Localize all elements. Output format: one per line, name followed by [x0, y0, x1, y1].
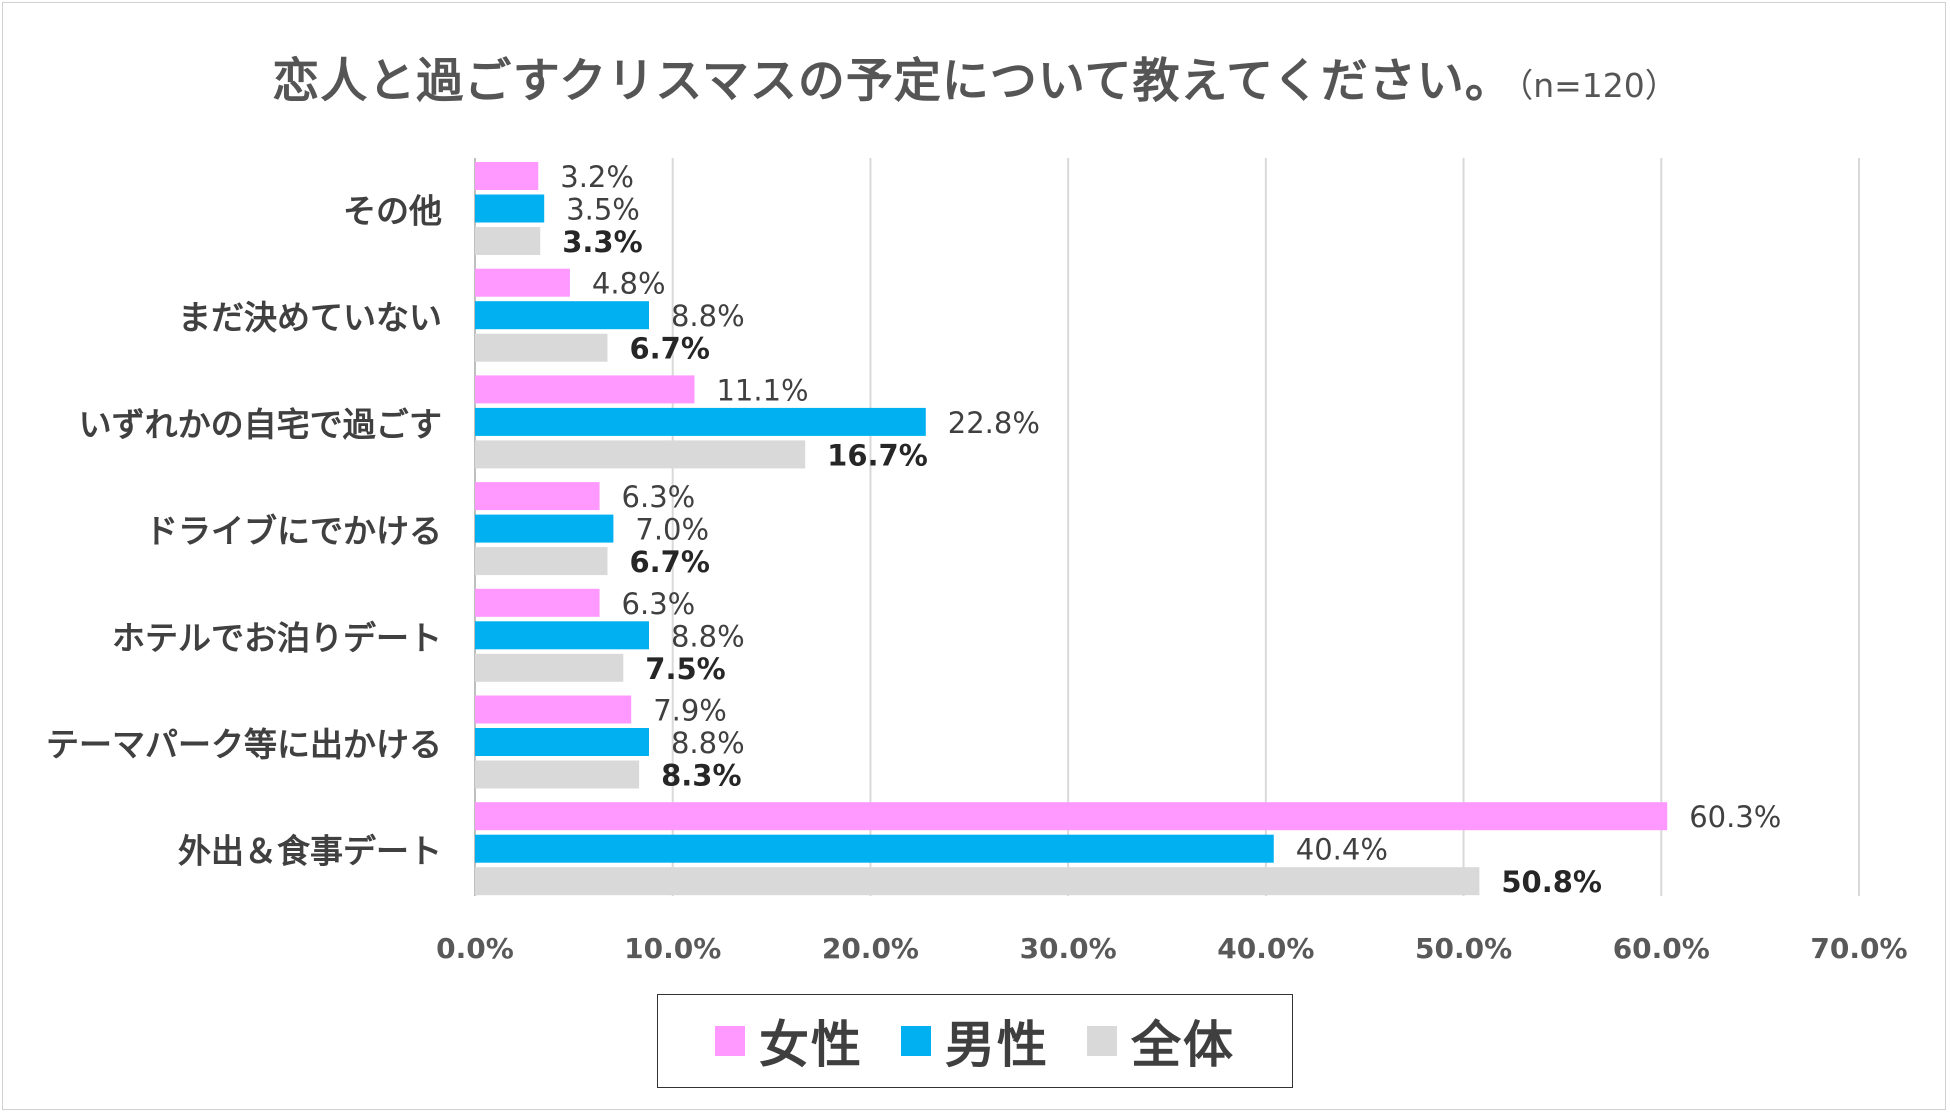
data-label: 40.4%	[1296, 833, 1388, 867]
bar	[475, 440, 806, 469]
data-label: 6.7%	[629, 332, 709, 366]
bar	[475, 194, 545, 223]
x-tick-label: 50.0%	[1415, 932, 1512, 965]
x-tick-label: 60.0%	[1613, 932, 1710, 965]
bar-chart: 0.0% 10.0% 20.0% 30.0% 40.0% 50.0% 60.0% 70.0% そ…	[46, 158, 1908, 965]
bar	[475, 407, 926, 436]
category-label: 外出＆食事デート	[178, 832, 442, 871]
x-tick-label: 0.0%	[436, 932, 514, 965]
legend-swatch-total	[1087, 1026, 1117, 1056]
bar	[475, 802, 1668, 831]
x-tick-label: 70.0%	[1810, 932, 1907, 965]
data-label: 8.8%	[671, 299, 745, 333]
category-label: まだ決めていない	[178, 298, 442, 337]
bar	[475, 760, 640, 789]
bar	[475, 227, 541, 255]
data-label: 60.3%	[1689, 800, 1781, 834]
category-label: いずれかの自宅で過ごす	[79, 405, 442, 444]
bar	[475, 867, 1480, 896]
x-tick-label: 30.0%	[1020, 932, 1117, 965]
category-label: ドライブにでかける	[145, 512, 442, 551]
chart-title-sample-size: （n=120）	[1516, 66, 1678, 105]
data-label: 3.5%	[566, 193, 640, 227]
legend-swatch-male	[901, 1026, 931, 1056]
legend-item-female: 女性	[715, 1005, 863, 1077]
bar	[475, 375, 695, 404]
bar	[475, 834, 1274, 863]
data-label: 6.7%	[629, 545, 709, 579]
data-label: 4.8%	[592, 267, 666, 301]
bar	[475, 588, 600, 617]
category-label: その他	[343, 192, 442, 231]
legend-label-male: 男性	[945, 1016, 1049, 1074]
legend-item-male: 男性	[901, 1005, 1049, 1077]
data-label: 8.3%	[661, 759, 741, 793]
legend-item-total: 全体	[1087, 1005, 1235, 1077]
x-tick-label: 40.0%	[1217, 932, 1314, 965]
bar	[475, 514, 614, 543]
bar	[475, 547, 608, 576]
bar	[475, 482, 600, 511]
category-label: ホテルでお泊りデート	[112, 618, 442, 657]
data-label: 7.5%	[645, 652, 725, 686]
data-label: 8.8%	[671, 619, 745, 653]
category-label: テーマパーク等に出かける	[46, 725, 442, 764]
bar	[475, 728, 649, 756]
data-label: 8.8%	[671, 726, 745, 760]
data-label: 6.3%	[622, 480, 696, 514]
chart-title: 恋人と過ごすクリスマスの予定について教えてください。 （n=120）	[0, 42, 1950, 111]
bar	[475, 162, 539, 190]
data-label: 11.1%	[716, 373, 808, 407]
data-label: 6.3%	[622, 587, 696, 621]
x-tick-label: 20.0%	[822, 932, 919, 965]
bar	[475, 653, 624, 682]
data-label: 3.2%	[560, 160, 634, 194]
data-label: 7.9%	[653, 694, 727, 728]
chart-title-main: 恋人と過ごすクリスマスの予定について教えてください。	[272, 54, 1513, 109]
legend-label-total: 全体	[1131, 1016, 1235, 1074]
legend-swatch-female	[715, 1026, 745, 1056]
chart-legend: 女性 男性 全体	[657, 994, 1293, 1088]
x-tick-label: 10.0%	[624, 932, 721, 965]
bar	[475, 333, 608, 362]
data-label: 16.7%	[827, 438, 928, 472]
data-label: 50.8%	[1501, 865, 1602, 899]
data-label: 3.3%	[562, 225, 642, 259]
bar	[475, 268, 570, 297]
data-label: 22.8%	[948, 406, 1040, 440]
data-label: 7.0%	[635, 513, 709, 547]
bar	[475, 621, 649, 650]
bar	[475, 301, 649, 330]
bar	[475, 695, 632, 724]
legend-label-female: 女性	[759, 1016, 863, 1074]
